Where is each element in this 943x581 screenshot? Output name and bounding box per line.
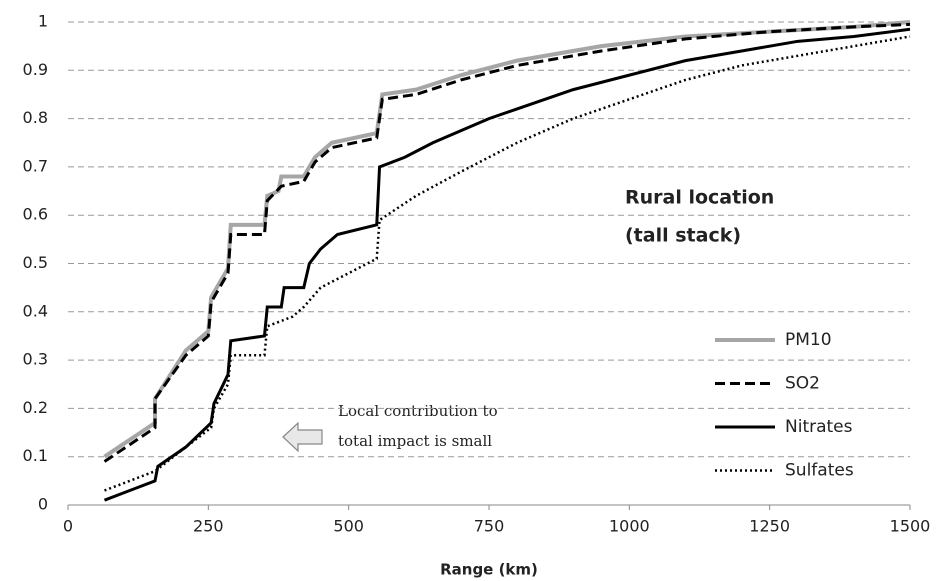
y-tick-label: 0.6 [23, 205, 48, 224]
series-line [103, 22, 911, 463]
y-tick-label: 0.2 [23, 398, 48, 417]
annotation: Rural location [625, 187, 774, 209]
annotation: (tall stack) [625, 225, 741, 247]
x-tick-label: 750 [474, 517, 505, 536]
y-tick-label: 1 [38, 12, 48, 31]
y-tick-label: 0 [38, 495, 48, 514]
y-tick-label: 0.3 [23, 350, 48, 369]
x-tick-label: 1250 [749, 517, 790, 536]
x-tick-label: 250 [193, 517, 224, 536]
y-tick-label: 0.7 [23, 156, 48, 175]
x-tick-label: 500 [333, 517, 364, 536]
x-axis-label: Range (km) [440, 561, 538, 579]
annotation: total impact is small [338, 432, 492, 450]
y-tick-label: 0.8 [23, 108, 48, 127]
y-tick-label: 0.1 [23, 446, 48, 465]
series-line [103, 20, 911, 459]
legend-label: Sulfates [785, 461, 854, 481]
series-line [104, 35, 911, 492]
legend-label: SO2 [785, 374, 820, 394]
arrow-icon [282, 421, 323, 453]
legend-label: PM10 [785, 330, 832, 350]
annotation: Local contribution to [338, 402, 498, 420]
series-line [103, 27, 911, 502]
x-tick-label: 0 [63, 517, 73, 536]
y-tick-label: 0.4 [23, 301, 48, 320]
x-tick-label: 1000 [609, 517, 650, 536]
x-tick-label: 1500 [890, 517, 931, 536]
y-tick-label: 0.9 [23, 60, 48, 79]
legend-label: Nitrates [785, 417, 853, 437]
y-tick-label: 0.5 [23, 253, 48, 272]
